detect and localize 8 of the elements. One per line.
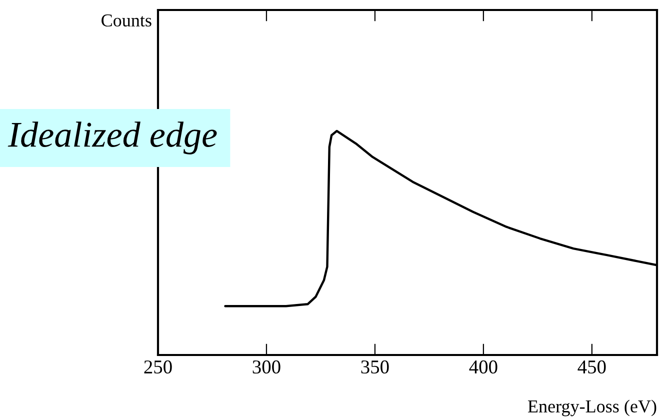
x-tick-label: 250 bbox=[144, 360, 172, 374]
x-tick-label: 350 bbox=[361, 360, 389, 374]
annotation: Idealized edge bbox=[8, 122, 217, 154]
x-tick-label: 450 bbox=[578, 360, 606, 374]
x-tick-label: 400 bbox=[469, 360, 498, 374]
x-axis-title: Energy-Loss (eV) bbox=[528, 400, 656, 416]
text: Counts bbox=[102, 14, 152, 27]
x-tick-label: 300 bbox=[252, 360, 280, 374]
